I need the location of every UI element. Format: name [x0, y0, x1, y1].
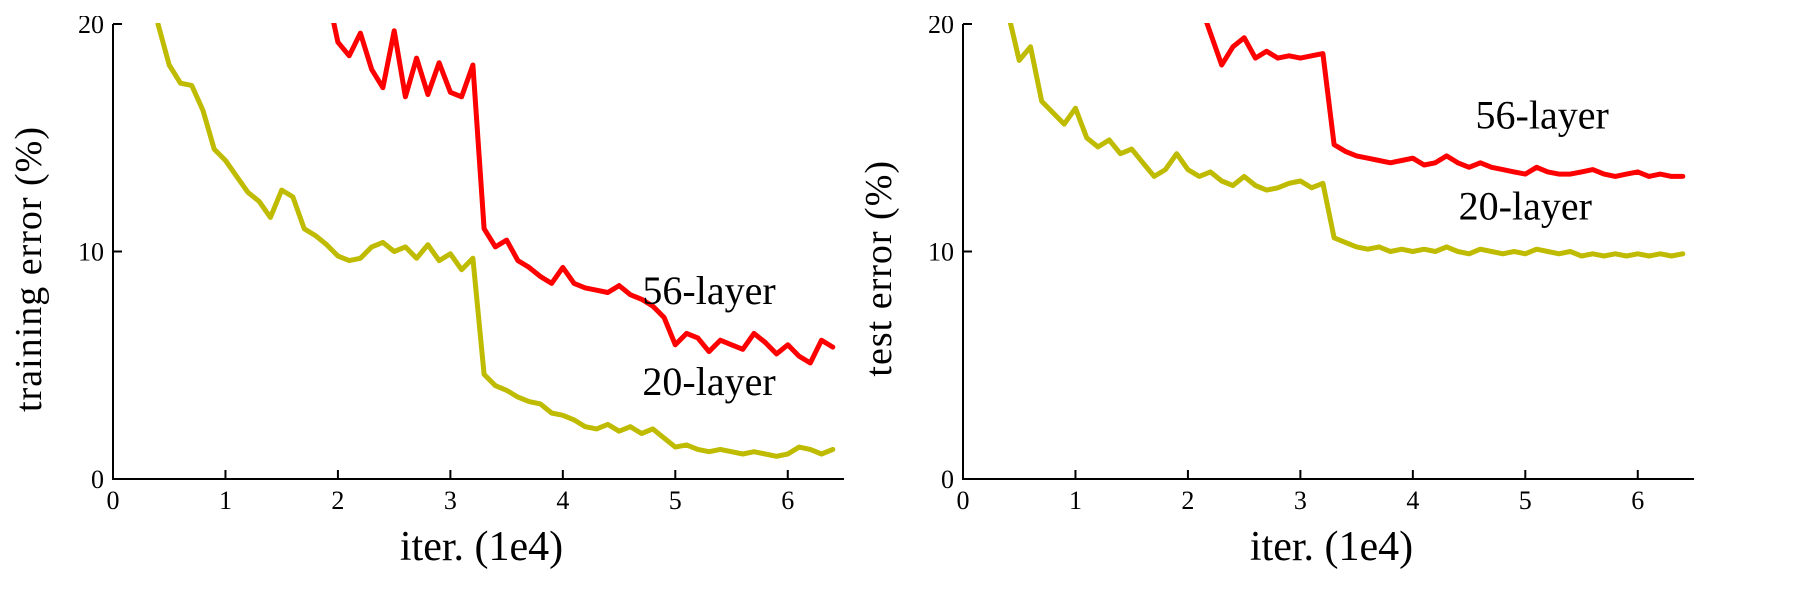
x-tick-label: 3 — [1294, 486, 1307, 515]
x-tick-label: 0 — [107, 486, 120, 515]
56-layer-line — [1204, 23, 1686, 179]
56-layer-annotation: 56-layer — [1476, 93, 1609, 138]
x-tick-label: 1 — [219, 486, 232, 515]
x-tick-label: 6 — [1631, 486, 1644, 515]
y-tick-label: 10 — [78, 238, 104, 267]
56-layer-annotation: 56-layer — [642, 268, 775, 313]
y-axis-label: test error (%) — [858, 160, 900, 377]
test-error-plot-column: 0 1 2 3 4 5 6 0 10 20 56-layer 20-layer iter. (1e4) — [908, 16, 1700, 571]
20-layer-annotation: 20-layer — [642, 359, 775, 404]
x-tick-label: 6 — [781, 486, 794, 515]
x-tick-label: 3 — [444, 486, 457, 515]
axes — [112, 24, 844, 480]
y-tick-label: 10 — [928, 238, 954, 267]
test-error-ylabel-column: test error (%) — [850, 16, 908, 521]
x-axis-label: iter. (1e4) — [399, 524, 564, 570]
y-tick-label: 0 — [91, 465, 104, 494]
56-layer-line — [331, 23, 836, 366]
x-tick-label: 2 — [1181, 486, 1194, 515]
test-error-plot: 0 1 2 3 4 5 6 0 10 20 56-layer 20-layer — [928, 16, 1694, 515]
x-axis-label: iter. (1e4) — [1249, 524, 1414, 570]
training-error-ylabel-column: training error (%) — [0, 16, 58, 521]
x-tick-label: 0 — [957, 486, 970, 515]
x-tick-label: 2 — [331, 486, 344, 515]
y-tick-label: 0 — [941, 465, 954, 494]
x-tick-label: 4 — [556, 486, 569, 515]
x-tick-label: 4 — [1406, 486, 1419, 515]
20-layer-line — [1007, 23, 1686, 259]
x-tick-label: 1 — [1069, 486, 1082, 515]
y-axis-label: training error (%) — [8, 125, 50, 412]
x-tick-label: 5 — [669, 486, 682, 515]
training-error-chart: training error (%) 0 1 2 3 4 5 6 0 10 20 56-layer 2… — [0, 16, 850, 571]
y-tick-label: 20 — [78, 16, 104, 39]
20-layer-line — [155, 23, 836, 459]
charts-row: training error (%) 0 1 2 3 4 5 6 0 10 20 56-layer 2… — [0, 16, 1700, 571]
y-tick-label: 20 — [928, 16, 954, 39]
20-layer-annotation: 20-layer — [1459, 184, 1592, 229]
training-error-plot: 0 1 2 3 4 5 6 0 10 20 56-layer 20-layer — [78, 16, 844, 515]
x-tick-label: 5 — [1519, 486, 1532, 515]
test-error-chart: test error (%) 0 1 2 3 4 5 6 0 10 20 56-layer 20-la… — [850, 16, 1700, 571]
training-error-plot-column: 0 1 2 3 4 5 6 0 10 20 56-layer 20-layer iter. (1e4) — [58, 16, 850, 571]
